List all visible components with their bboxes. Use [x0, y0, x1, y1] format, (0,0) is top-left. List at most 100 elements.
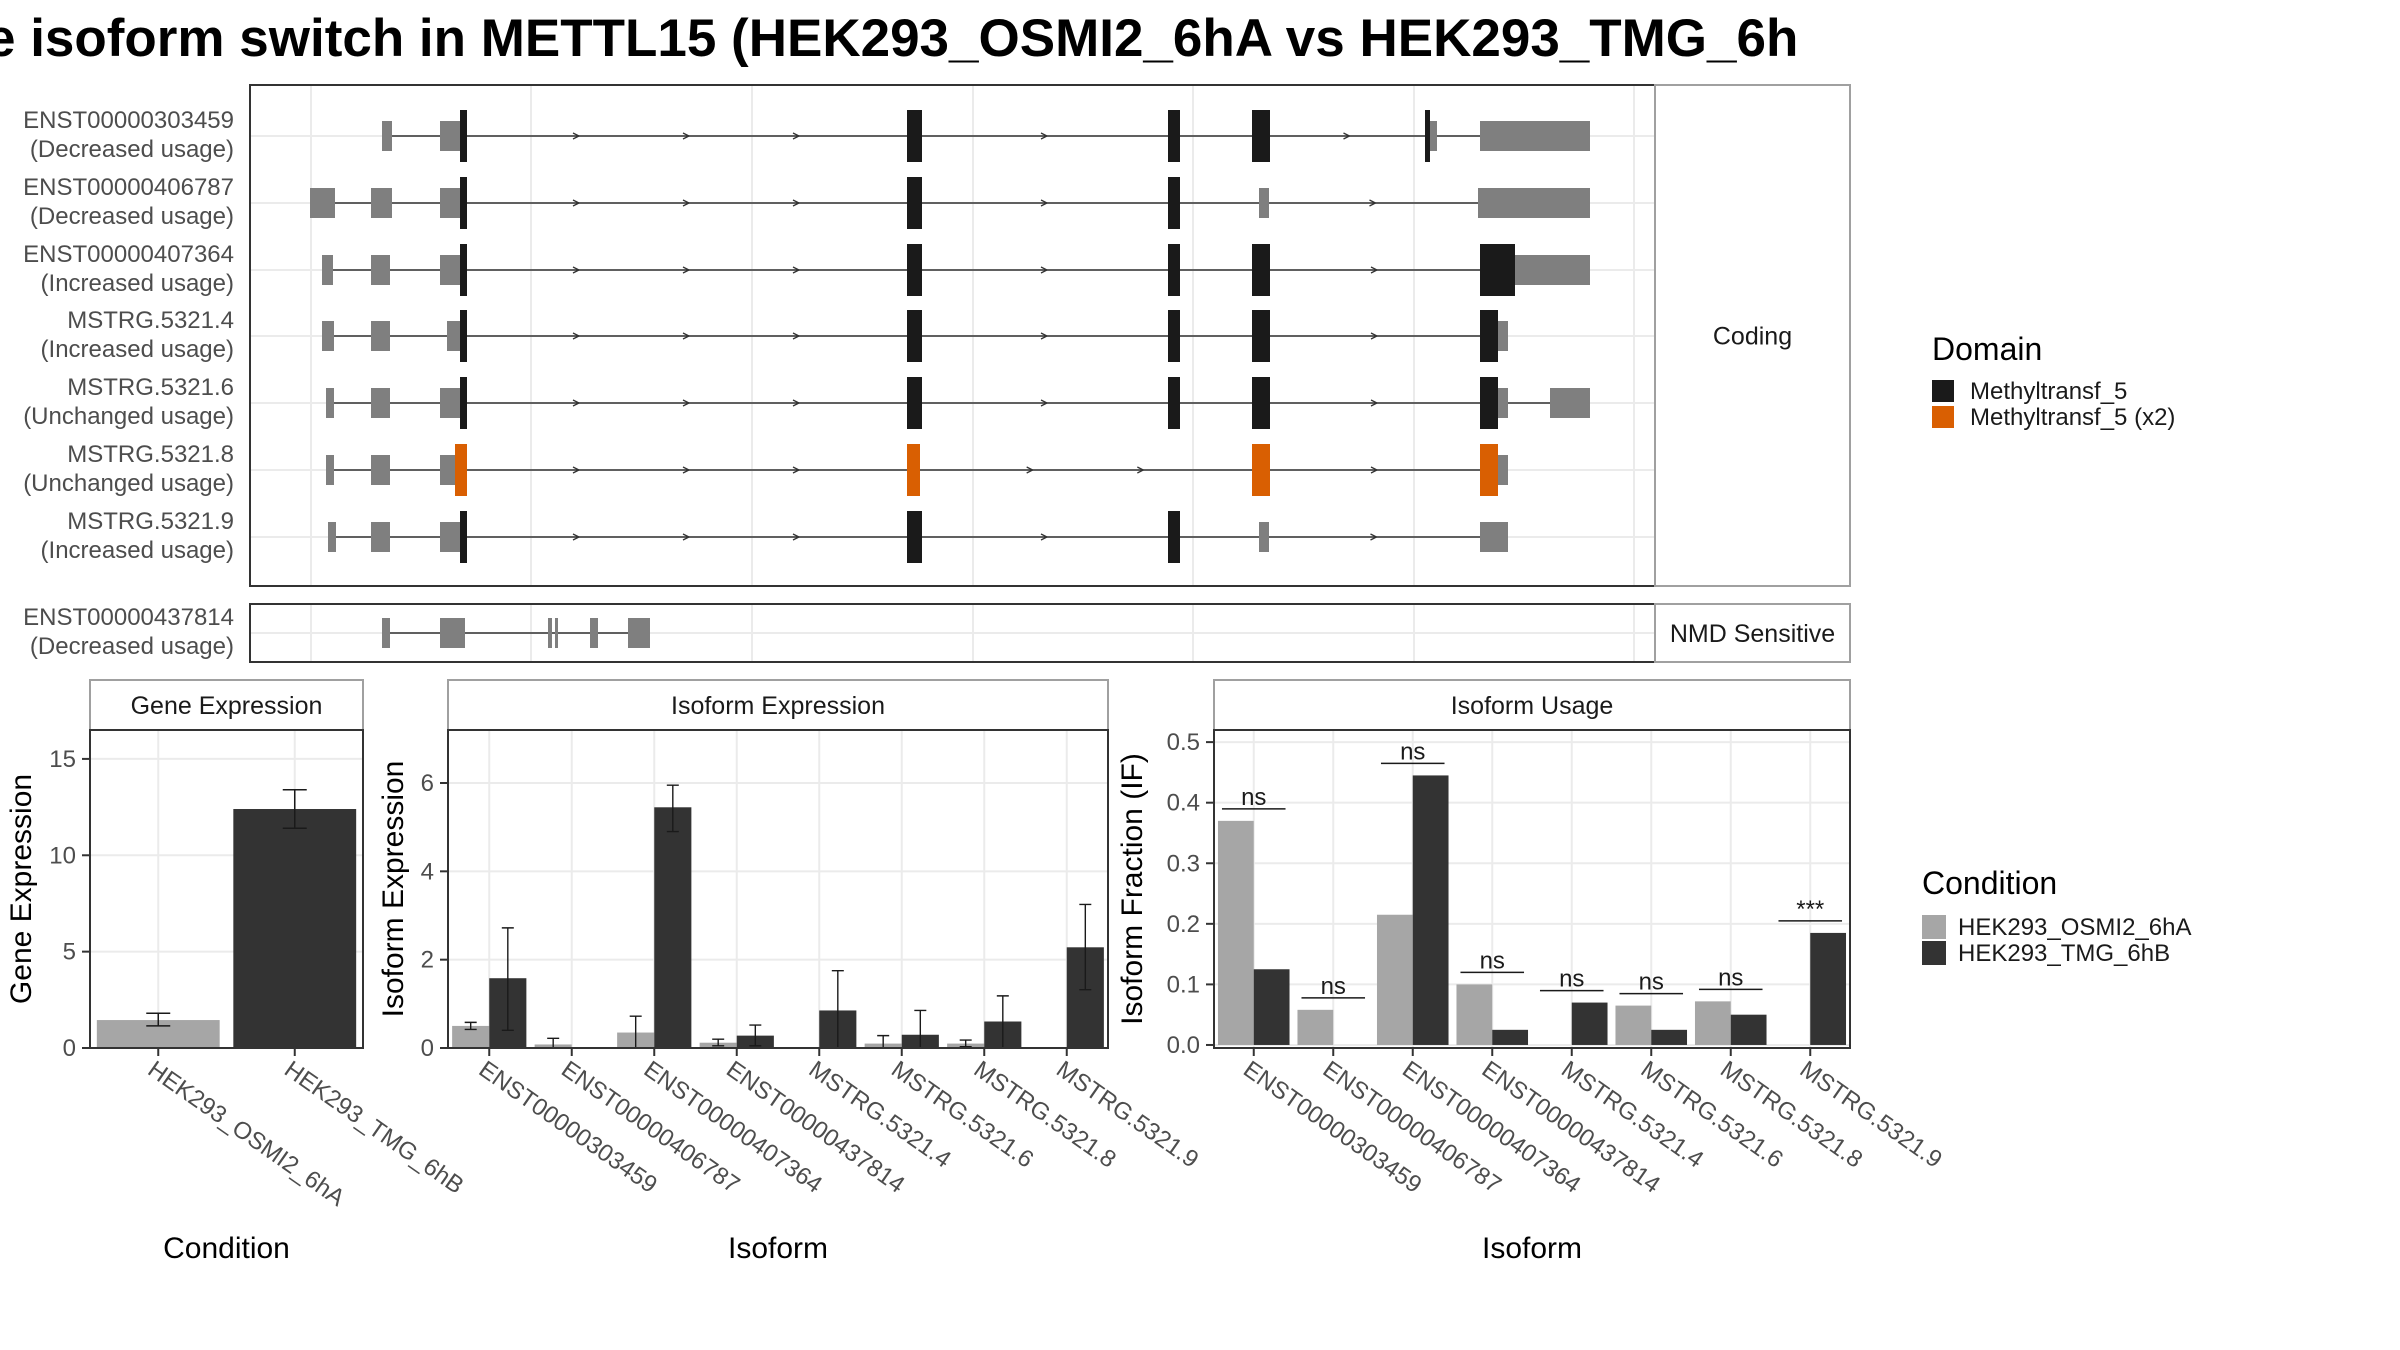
exon-domain-methyltransf5-x2 [1480, 444, 1498, 496]
exon-utr [440, 255, 460, 285]
significance-label: ns [1400, 738, 1425, 765]
significance-label: *** [1796, 896, 1824, 923]
y-axis-title: Isoform Expression [377, 761, 410, 1018]
transcript-id-label: ENST00000406787 [23, 174, 234, 201]
exon-domain-methyltransf5 [1168, 310, 1180, 362]
y-tick-label: 4 [421, 858, 434, 885]
exon-utr [635, 618, 650, 648]
exon-utr [322, 255, 333, 285]
intron-arrow [572, 399, 581, 407]
exon-domain-methyltransf5 [1168, 177, 1180, 229]
exon-domain-methyltransf5 [907, 377, 922, 429]
page-title: e isoform switch in METTL15 (HEK293_OSMI… [0, 9, 1799, 68]
transcript-usage-label: (Increased usage) [41, 270, 234, 297]
intron-arrow [1026, 466, 1035, 474]
exon-domain-methyltransf5 [460, 310, 467, 362]
exon-utr [590, 618, 598, 648]
transcript-id-label: MSTRG.5321.9 [67, 508, 234, 535]
exon-utr [548, 618, 552, 648]
exon-utr [326, 388, 334, 418]
exon-utr [1480, 522, 1508, 552]
intron-arrow [1040, 132, 1049, 140]
facet-strip [1654, 603, 1851, 663]
legend-swatch [1922, 915, 1946, 939]
bar [233, 809, 357, 1048]
exon-domain-methyltransf5 [1425, 110, 1430, 162]
intron-arrow [792, 332, 801, 340]
facet-strip [1654, 84, 1851, 587]
legend-title-domain: Domain [1932, 331, 2042, 367]
transcript-id-label: ENST00000407364 [23, 241, 234, 268]
intron-arrow [1040, 266, 1049, 274]
exon-domain-methyltransf5 [907, 310, 922, 362]
exon-utr [382, 121, 392, 151]
exon-utr [326, 455, 334, 485]
exon-utr [440, 388, 460, 418]
exon-utr [1486, 188, 1590, 218]
exon-utr [371, 388, 390, 418]
transcript-id-label: MSTRG.5321.6 [67, 374, 234, 401]
exon-utr [440, 618, 465, 648]
intron-arrow [792, 399, 801, 407]
exon-utr [440, 121, 460, 151]
bar [1651, 1029, 1688, 1045]
y-tick-label: 0.4 [1167, 790, 1200, 817]
legend-swatch [1932, 380, 1954, 402]
chart-title: Isoform Usage [1451, 692, 1614, 720]
exon-utr [440, 522, 460, 552]
intron-arrow [1369, 199, 1377, 207]
transcript-usage-label: (Increased usage) [41, 336, 234, 363]
isoform-expression-chart: Isoform Expression0246ENST00000303459ENS… [377, 679, 1203, 1265]
x-tick-label: MSTRG.5321.8 [1715, 1056, 1867, 1174]
y-tick-label: 15 [49, 746, 76, 773]
y-axis-title: Isoform Fraction (IF) [1116, 753, 1149, 1025]
exon-utr [371, 255, 390, 285]
transcript-usage-label: (Decreased usage) [30, 203, 234, 230]
intron-arrow [1370, 266, 1379, 274]
intron-arrow [572, 533, 581, 541]
bar [1810, 932, 1847, 1045]
intron-arrow [572, 132, 581, 140]
exon-domain-methyltransf5 [1252, 377, 1270, 429]
transcript-id-label: ENST00000303459 [23, 107, 234, 134]
legend-label: Methyltransf_5 (x2) [1970, 404, 2175, 431]
plot-border [1213, 729, 1851, 1049]
intron-arrow [572, 332, 581, 340]
exon-utr [1558, 388, 1590, 418]
transcript-id-label: ENST00000437814 [23, 604, 234, 631]
y-tick-label: 10 [49, 842, 76, 869]
facet-strip-label: Coding [1713, 323, 1792, 351]
intron-arrow [792, 199, 801, 207]
bar [1456, 984, 1493, 1045]
exon-utr [371, 321, 390, 351]
intron-arrow [682, 332, 691, 340]
significance-label: ns [1639, 969, 1664, 996]
plot-border [89, 729, 364, 1049]
error-bar [749, 1024, 762, 1047]
chart-strip [89, 679, 364, 731]
transcript-usage-label: (Increased usage) [41, 537, 234, 564]
exon-utr [1259, 188, 1269, 218]
legend-swatch [1932, 406, 1954, 428]
bar [1297, 1009, 1334, 1045]
bar [654, 807, 692, 1048]
exon-domain-methyltransf5 [460, 177, 467, 229]
x-axis-title: Isoform [1482, 1232, 1582, 1265]
exon-utr [328, 522, 336, 552]
legend-label: HEK293_TMG_6hB [1958, 940, 2170, 967]
bar [1571, 1002, 1608, 1045]
error-bar [959, 1039, 972, 1048]
exon-utr [1515, 255, 1590, 285]
y-tick-label: 0.3 [1167, 850, 1200, 877]
intron-arrow [792, 132, 801, 140]
error-bar [464, 1021, 477, 1031]
intron-arrow [1040, 199, 1049, 207]
exon-domain-methyltransf5-x2 [907, 444, 920, 496]
exon-utr [322, 321, 334, 351]
legend-swatch [1922, 941, 1946, 965]
intron-arrow [1370, 399, 1379, 407]
x-tick-label: MSTRG.5321.6 [886, 1056, 1038, 1174]
error-bar [501, 927, 514, 1032]
transcript-usage-label: (Unchanged usage) [23, 470, 234, 497]
exon-utr [371, 188, 392, 218]
